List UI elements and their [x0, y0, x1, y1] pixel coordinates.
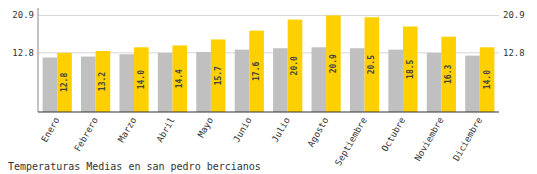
y-tick-label: 20.9: [12, 10, 34, 20]
bar: [288, 20, 303, 112]
x-axis-line: [38, 111, 499, 112]
bar: [57, 53, 72, 112]
data-label: 20.5: [367, 55, 376, 74]
bar: [196, 52, 211, 112]
data-label: 16.3: [444, 65, 453, 84]
x-tick-label: Febrero: [72, 116, 100, 154]
bar: [427, 53, 442, 112]
y-axis-line: [38, 8, 39, 112]
x-tick-label: Octubre: [380, 116, 408, 154]
bar: [172, 45, 187, 112]
x-tick-label: Agosto: [306, 116, 331, 149]
bar: [119, 54, 134, 112]
x-tick-label: Abril: [155, 116, 177, 144]
data-label: 17.6: [252, 62, 261, 81]
title: Temperaturas Medias en san pedro bercian…: [8, 161, 261, 172]
data-label: 15.7: [214, 66, 223, 85]
data-label: 14.0: [483, 70, 492, 89]
data-label: 18.5: [406, 59, 415, 78]
data-label: 12.8: [60, 73, 69, 92]
bar: [81, 57, 96, 112]
bar: [158, 53, 173, 112]
data-label: 13.2: [98, 72, 107, 91]
bar: [365, 17, 380, 112]
y2-tick-label: 12.8: [503, 48, 525, 58]
bar: [249, 31, 264, 112]
x-tick-label: Noviembre: [413, 116, 446, 163]
x-tick-label: Marzo: [116, 116, 138, 144]
bar: [134, 47, 149, 112]
bar: [326, 15, 341, 112]
x-tick-label: Enero: [39, 116, 61, 144]
bar: [96, 51, 111, 112]
data-label: 14.4: [175, 69, 184, 88]
x-tick-label: Junio: [231, 116, 253, 144]
x-tick-label: Julio: [270, 116, 292, 144]
bar: [388, 50, 403, 112]
bars: [43, 15, 495, 112]
data-label: 20.0: [291, 56, 300, 75]
bar: [441, 37, 456, 112]
y-tick-label: 12.8: [12, 48, 34, 58]
x-tick-label: Septiembre: [333, 116, 369, 168]
chart: 12.8 13.2 14.0 14.4 15.7 17.6 20.0 20.9 20.5 18.5…: [0, 0, 537, 174]
data-label: 20.9: [329, 54, 338, 73]
y2-tick-label: 20.9: [503, 10, 525, 20]
bar: [211, 39, 226, 112]
grid-line: [38, 15, 499, 16]
bar: [235, 50, 250, 112]
bar: [480, 47, 495, 112]
data-label: 14.0: [137, 70, 146, 89]
bar: [312, 47, 327, 112]
x-tick-label: Diciembre: [451, 115, 484, 162]
bar: [403, 26, 418, 112]
bar: [43, 57, 58, 112]
bar: [465, 56, 480, 112]
bar: [350, 48, 365, 112]
x-tick-label: Mayo: [196, 116, 216, 140]
bar: [273, 48, 288, 112]
